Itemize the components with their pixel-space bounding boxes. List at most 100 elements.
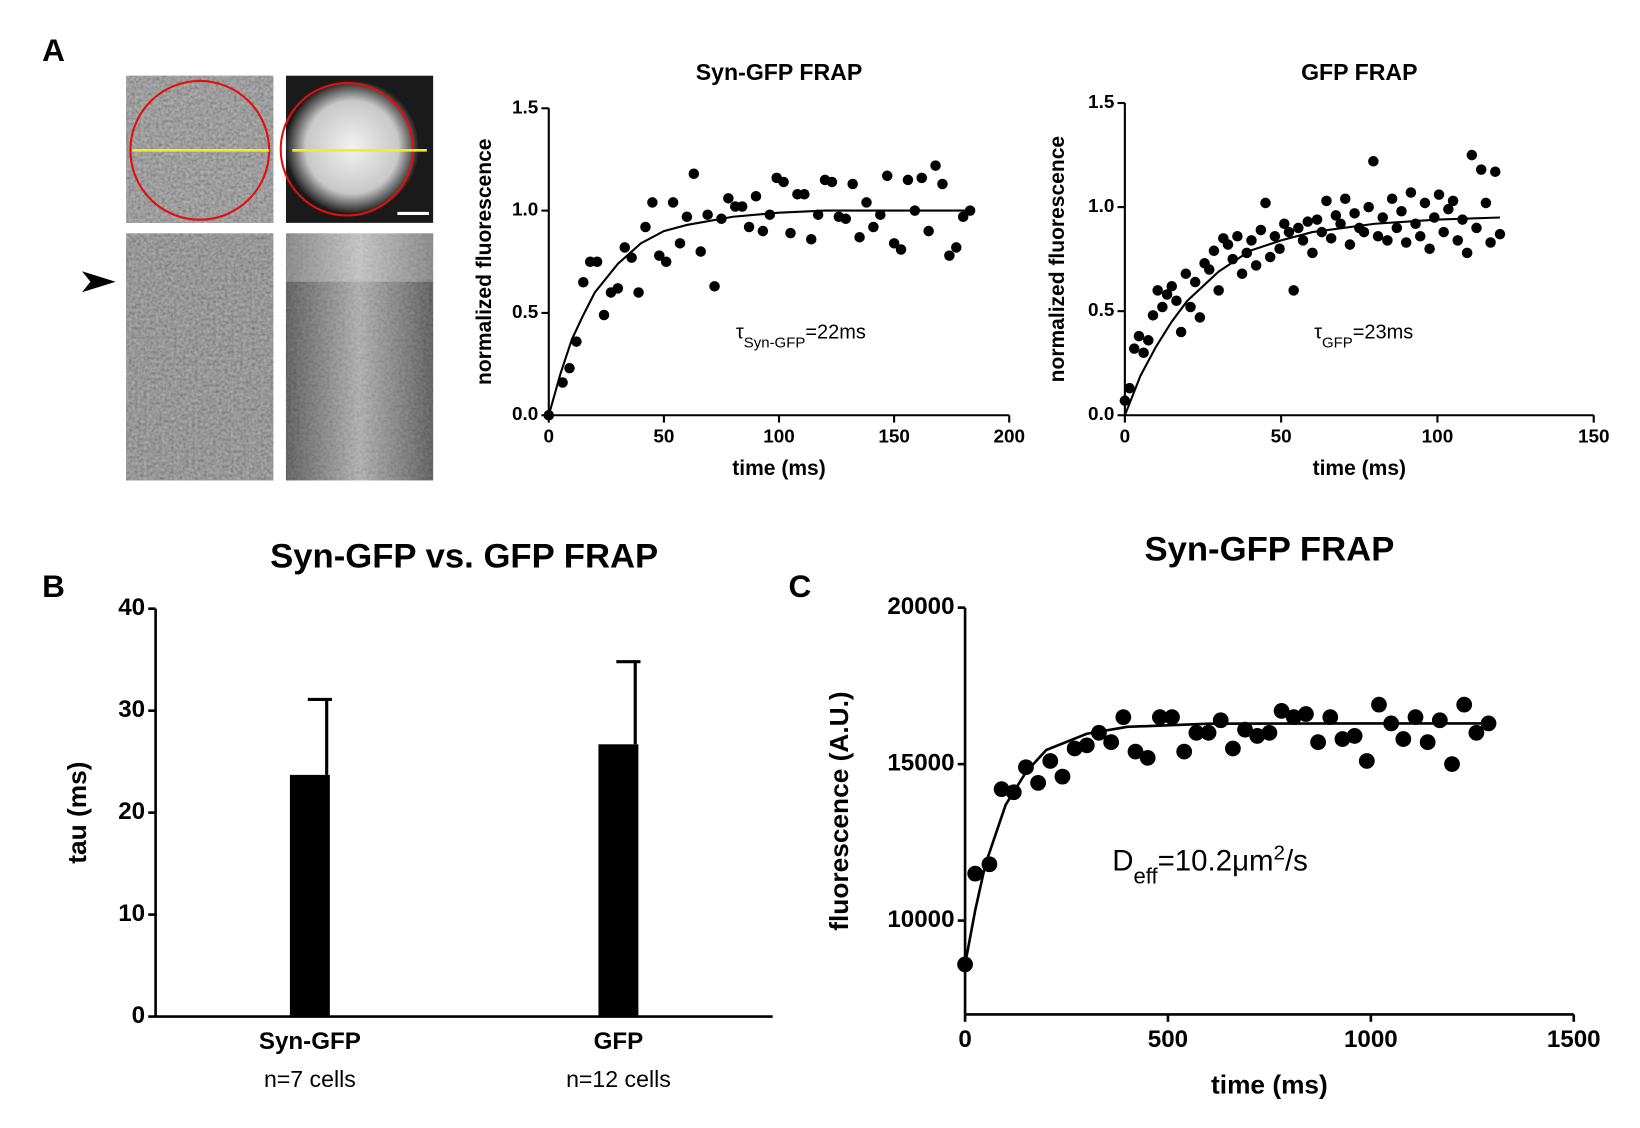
- data-point: [1264, 251, 1276, 263]
- y-tick-label: 0.0: [512, 404, 538, 425]
- y-tick-label: 40: [118, 594, 145, 621]
- data-point: [750, 191, 762, 202]
- data-point: [951, 242, 962, 253]
- data-point: [1475, 164, 1487, 175]
- panel-label: C: [788, 568, 811, 604]
- data-point: [612, 283, 624, 294]
- data-point: [805, 233, 817, 245]
- data-point: [785, 227, 796, 239]
- data-point: [937, 178, 948, 190]
- data-point: [1431, 712, 1448, 729]
- data-point: [1298, 706, 1314, 722]
- chart: 0.0 0.5 1.0 1.5 Syn-GFP FRAP normalized fluor…: [473, 59, 1025, 480]
- micrographs: [82, 75, 434, 481]
- panel-label: A: [42, 32, 65, 68]
- y-tick-label: 15000: [887, 749, 954, 776]
- data-point: [1147, 310, 1159, 321]
- data-point: [1438, 226, 1449, 238]
- annotation-part: τ: [1314, 322, 1322, 344]
- x-tick-label: 150: [1578, 427, 1610, 448]
- data-point: [1188, 724, 1205, 741]
- data-point: [1212, 712, 1229, 729]
- annotation-part: /s: [1285, 844, 1308, 877]
- data-point: [1310, 734, 1326, 751]
- bar: [598, 744, 639, 1017]
- data-point: [1091, 724, 1107, 741]
- data-point: [1273, 703, 1290, 719]
- data-point: [1346, 728, 1363, 744]
- data-point: [861, 197, 872, 208]
- annotation: τSyn-GFP=22ms: [736, 322, 866, 352]
- data-point: [1480, 197, 1492, 209]
- data-point: [1391, 222, 1403, 234]
- data-point: [1285, 709, 1302, 726]
- data-point: [1396, 206, 1407, 217]
- data-point: [1461, 247, 1473, 259]
- data-point: [1185, 301, 1196, 313]
- data-point: [1200, 724, 1217, 741]
- y-tick-label: 10: [118, 900, 145, 927]
- data-point: [1330, 210, 1342, 221]
- data-point: [688, 168, 700, 180]
- data-point: [743, 221, 755, 233]
- data-point: [1395, 731, 1412, 747]
- y-tick-label: 1.0: [1088, 196, 1114, 217]
- data-point: [709, 281, 720, 292]
- y-axis-label: tau (ms): [62, 762, 92, 864]
- y-tick-label: 30: [118, 696, 145, 723]
- data-point: [1128, 343, 1140, 354]
- data-point: [674, 238, 686, 249]
- data-point: [1250, 260, 1262, 271]
- data-point: [1225, 740, 1241, 757]
- bar: [289, 774, 330, 1017]
- data-point: [1042, 753, 1059, 769]
- data-point: [695, 246, 706, 257]
- y-tick-label: 0: [132, 1002, 145, 1029]
- data-point: [1164, 709, 1180, 726]
- chart-title: Syn-GFP FRAP: [1144, 530, 1394, 568]
- data-point: [1078, 737, 1095, 754]
- data-point: [1222, 239, 1234, 250]
- data-point: [757, 225, 769, 237]
- data-point: [847, 178, 858, 190]
- data-point: [1400, 237, 1412, 248]
- data-point: [1452, 235, 1464, 246]
- data-point: [1293, 222, 1304, 234]
- data-point: [1429, 212, 1440, 223]
- data-point: [1127, 743, 1144, 760]
- chart-title: Syn-GFP vs. GFP FRAP: [270, 538, 658, 576]
- data-point: [1325, 233, 1337, 244]
- annotation-part: Syn-GFP: [744, 334, 806, 351]
- y-tick-label: 0.0: [1088, 404, 1114, 425]
- data-point: [1208, 245, 1220, 257]
- data-point: [1386, 193, 1398, 205]
- data-point: [854, 231, 865, 243]
- data-point: [1066, 740, 1083, 757]
- data-point: [598, 309, 610, 321]
- x-axis-label: time (ms): [732, 457, 825, 480]
- data-point: [1279, 218, 1290, 230]
- data-point: [1261, 724, 1278, 741]
- x-tick-label: 50: [653, 427, 674, 448]
- chart: 0.0 0.5 1.0 1.5 GFP FRAP normalized fluoresce…: [1046, 59, 1609, 480]
- data-point: [875, 209, 886, 220]
- data-point: [571, 336, 582, 347]
- data-point: [778, 176, 789, 188]
- data-point: [1363, 201, 1374, 213]
- y-tick-label: 0.5: [512, 302, 538, 323]
- data-point: [1419, 197, 1431, 209]
- data-point: [1249, 728, 1266, 744]
- annotation: Deff=10.2μm2/s: [1112, 841, 1308, 888]
- data-point: [902, 174, 914, 186]
- data-point: [702, 209, 713, 220]
- x-tick-label: 100: [1422, 427, 1454, 448]
- data-point: [667, 197, 679, 208]
- data-point: [1424, 243, 1435, 254]
- y-tick-label: 0.5: [1088, 300, 1114, 321]
- data-point: [1227, 253, 1238, 265]
- data-point: [1139, 749, 1156, 766]
- data-point: [1274, 243, 1285, 254]
- category-note: n=7 cells: [264, 1066, 356, 1092]
- x-tick-label: 500: [1148, 1026, 1188, 1053]
- annotation-part: GFP: [1322, 334, 1353, 351]
